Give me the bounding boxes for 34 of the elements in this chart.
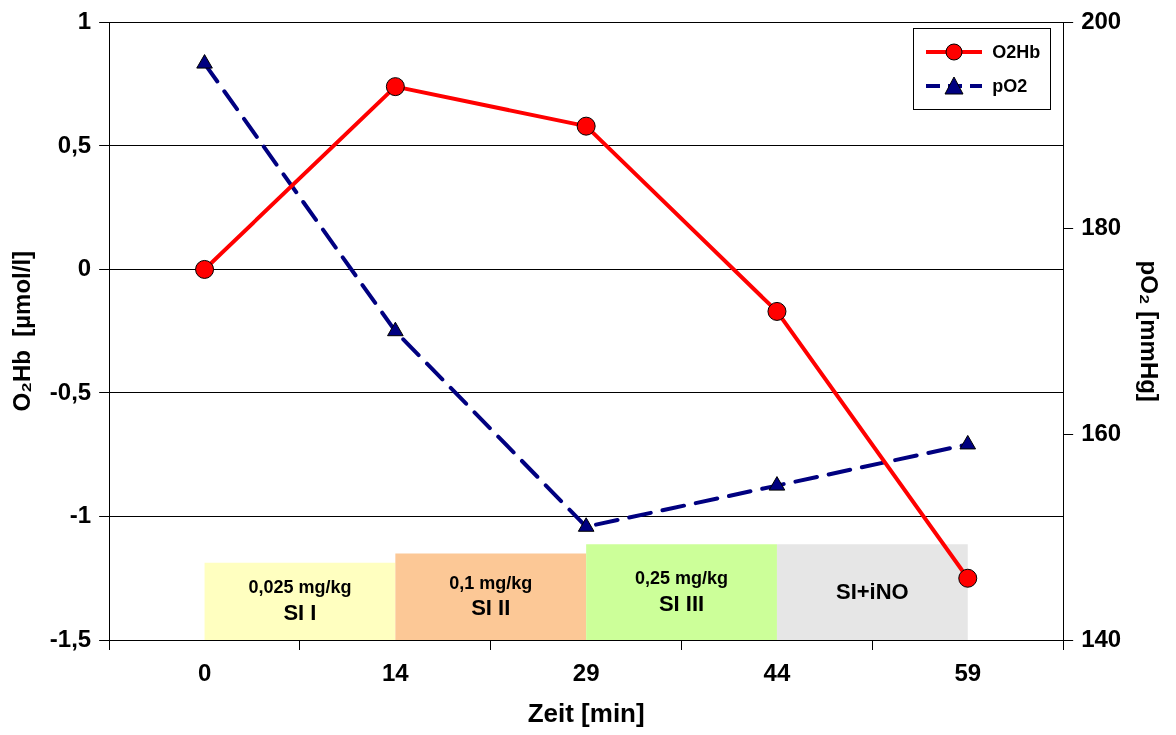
band-label: 0,025 mg/kg SI I [248, 576, 352, 627]
point [767, 301, 787, 321]
x-tick-label: 59 [954, 659, 982, 687]
y2-axis-title: pO₂ [mmHg] [1135, 260, 1163, 402]
x-tick-label: 0 [197, 659, 212, 687]
point [958, 568, 978, 588]
y-axis-title: O₂Hb [µmol/l] [8, 250, 36, 412]
point [959, 434, 977, 450]
y2-tick-label: 200 [1081, 7, 1122, 35]
x-tick-label: 14 [382, 659, 410, 687]
y-tick-label: -1,5 [49, 624, 92, 652]
point [195, 259, 215, 279]
x-tick-label: 29 [572, 659, 600, 687]
point [768, 476, 786, 491]
band-label: 0,1 mg/kg SI II [449, 571, 533, 622]
band-label: SI+iNO [835, 578, 909, 606]
y-tick-label: 0 [77, 254, 92, 282]
y-tick-label: -1 [69, 501, 92, 529]
y-tick-label: 1 [77, 7, 92, 35]
band-label: 0,25 mg/kg SI III [635, 567, 729, 618]
y-tick-label: 0,5 [57, 130, 92, 158]
y2-tick-label: 140 [1081, 624, 1122, 652]
y2-tick-label: 160 [1081, 418, 1122, 446]
x-axis-title: Zeit [min] [527, 697, 645, 728]
point [385, 77, 405, 97]
point [387, 321, 404, 337]
y2-tick-label: 180 [1081, 212, 1122, 240]
x-tick-label: 44 [763, 659, 791, 687]
y-tick-label: -0,5 [49, 377, 92, 405]
point [577, 517, 595, 532]
legend-label: pO2 [992, 75, 1028, 97]
legend-label: O2Hb [992, 41, 1041, 63]
point [196, 54, 213, 69]
point [576, 116, 596, 136]
